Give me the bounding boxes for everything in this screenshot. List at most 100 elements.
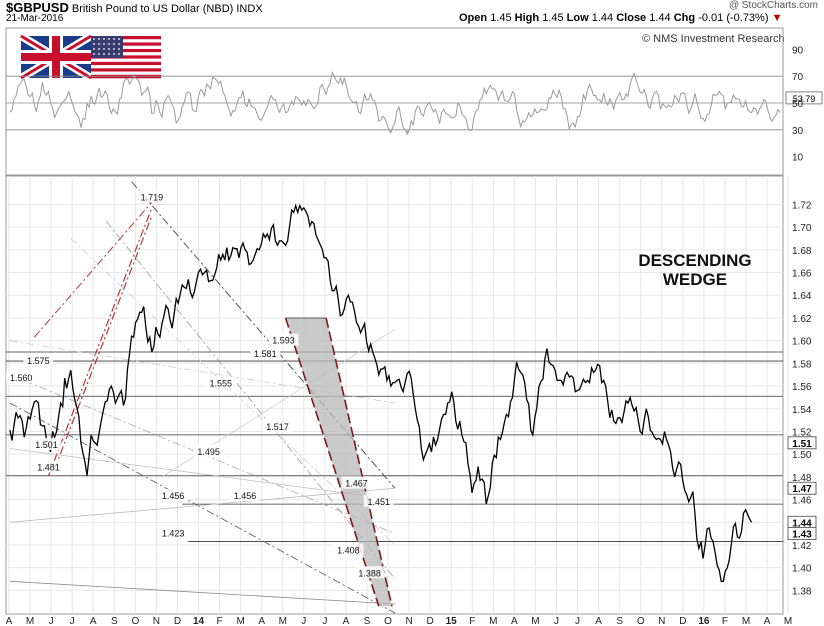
us-flag-stripe <box>91 61 161 66</box>
chg-value: -0.01 (-0.73%) <box>698 12 769 24</box>
close-value: 1.44 <box>649 12 671 24</box>
us-flag-star <box>93 53 95 55</box>
us-flag-stripe <box>91 45 161 50</box>
time-tick-label: A <box>343 616 350 626</box>
trendline <box>9 402 396 614</box>
rsi-value-label: 53.79 <box>793 94 816 104</box>
trendline <box>131 181 396 489</box>
annotation-label: 1.388 <box>358 568 381 578</box>
time-tick-label: 16 <box>698 616 710 626</box>
us-flag-stripe <box>91 58 161 63</box>
price-tick-label: 1.68 <box>792 246 812 257</box>
price-tick-label: 1.70 <box>792 223 812 234</box>
annotation-label: 1.423 <box>162 529 185 539</box>
us-flag-star <box>103 53 105 55</box>
us-flag-star <box>103 38 105 40</box>
time-tick-label: S <box>111 616 118 626</box>
us-flag-stripe <box>91 71 161 76</box>
annotation-label: 1.555 <box>209 379 232 389</box>
trendline <box>54 215 153 470</box>
annotation-label: 1.517 <box>266 422 289 432</box>
price-line <box>9 203 753 582</box>
us-flag-star <box>93 48 95 50</box>
annotation-bg <box>268 333 299 346</box>
time-tick-label: N <box>405 616 412 626</box>
price-tag-label: 1.43 <box>792 530 812 541</box>
high-value: 1.45 <box>542 12 564 24</box>
low-label: Low <box>566 12 589 24</box>
us-flag-star <box>118 38 120 40</box>
low-value: 1.44 <box>591 12 614 24</box>
annotation-bg <box>158 526 189 539</box>
us-flag-star <box>113 48 115 50</box>
price-tick-label: 1.40 <box>792 564 812 575</box>
annotation-label: 1.408 <box>337 546 360 556</box>
price-panel-frame <box>5 175 784 615</box>
ohlc-row: Open 1.45 High 1.45 Low 1.44 Close 1.44 … <box>459 12 782 24</box>
time-tick-label: M <box>26 616 34 626</box>
us-flag-star <box>113 43 115 45</box>
annotation-bg <box>23 354 54 367</box>
us-flag-star <box>108 53 110 55</box>
wedge-lower-border <box>284 317 380 607</box>
us-flag-canton <box>91 36 123 58</box>
annotation-bg <box>6 371 37 384</box>
rsi-value-tag <box>785 91 823 105</box>
us-flag-star <box>113 38 115 40</box>
time-tick-label: O <box>131 616 139 626</box>
us-flag-star <box>98 38 100 40</box>
wedge-title-line2: WEDGE <box>663 270 727 289</box>
time-tick-label: M <box>784 616 792 626</box>
time-tick-label: S <box>616 616 623 626</box>
source-credit: @ StockCharts.com <box>728 0 818 11</box>
trendline <box>9 580 396 605</box>
close-label: Close <box>616 12 647 24</box>
time-tick-label: J <box>554 616 559 626</box>
annotation-label: 1.456 <box>162 491 185 501</box>
price-tick-label: 1.44 <box>792 518 812 529</box>
price-tick-label: 1.52 <box>792 427 812 438</box>
price-tag-label: 1.51 <box>792 439 812 450</box>
price-tag <box>787 436 817 450</box>
annotation-bg <box>193 444 224 457</box>
time-tick-label: M <box>279 616 287 626</box>
annotation-bg <box>363 494 394 507</box>
uk-flag-icon <box>18 32 94 82</box>
rsi-tick-label: 30 <box>792 126 804 137</box>
annotation-label: 1.581 <box>254 349 277 359</box>
us-flag-star <box>108 43 110 45</box>
time-tick-label: F <box>722 616 728 626</box>
annotation-label: 1.456 <box>234 491 257 501</box>
us-flag-stripe <box>91 55 161 59</box>
us-flag-star <box>108 48 110 50</box>
price-tick-label: 1.60 <box>792 337 812 348</box>
annotation-label: 1.481 <box>37 463 60 473</box>
time-tick-label: 14 <box>193 616 205 626</box>
annotation-label: 1.593 <box>272 336 295 346</box>
chart-title-row: $GBPUSD British Pound to US Dollar (NBD)… <box>6 0 263 15</box>
annotation-bg <box>136 190 167 203</box>
time-tick-label: A <box>595 616 602 626</box>
instrument-type: INDX <box>236 3 263 15</box>
time-tick-label: A <box>258 616 265 626</box>
open-value: 1.45 <box>490 12 512 24</box>
annotation-bg <box>250 347 281 360</box>
time-tick-label: J <box>49 616 54 626</box>
annotation-label: 1.719 <box>141 193 164 203</box>
chart-date: 21-Mar-2016 <box>6 13 64 24</box>
annotation-bg <box>262 419 293 432</box>
down-arrow-icon: ▼ <box>771 12 783 24</box>
annotation-bg <box>341 476 372 489</box>
rsi-tick-label: 90 <box>792 45 804 56</box>
price-tick-label: 1.54 <box>792 405 812 416</box>
us-flag-star <box>93 43 95 45</box>
price-tick-label: 1.48 <box>792 473 812 484</box>
price-tick-label: 1.46 <box>792 496 812 507</box>
annotation-bg <box>205 376 236 389</box>
time-tick-label: M <box>489 616 497 626</box>
us-flag-star <box>118 48 120 50</box>
trendline <box>33 201 153 338</box>
price-tick-label: 1.56 <box>792 382 812 393</box>
price-tick-label: 1.62 <box>792 314 812 325</box>
rsi-panel-frame <box>5 27 784 176</box>
